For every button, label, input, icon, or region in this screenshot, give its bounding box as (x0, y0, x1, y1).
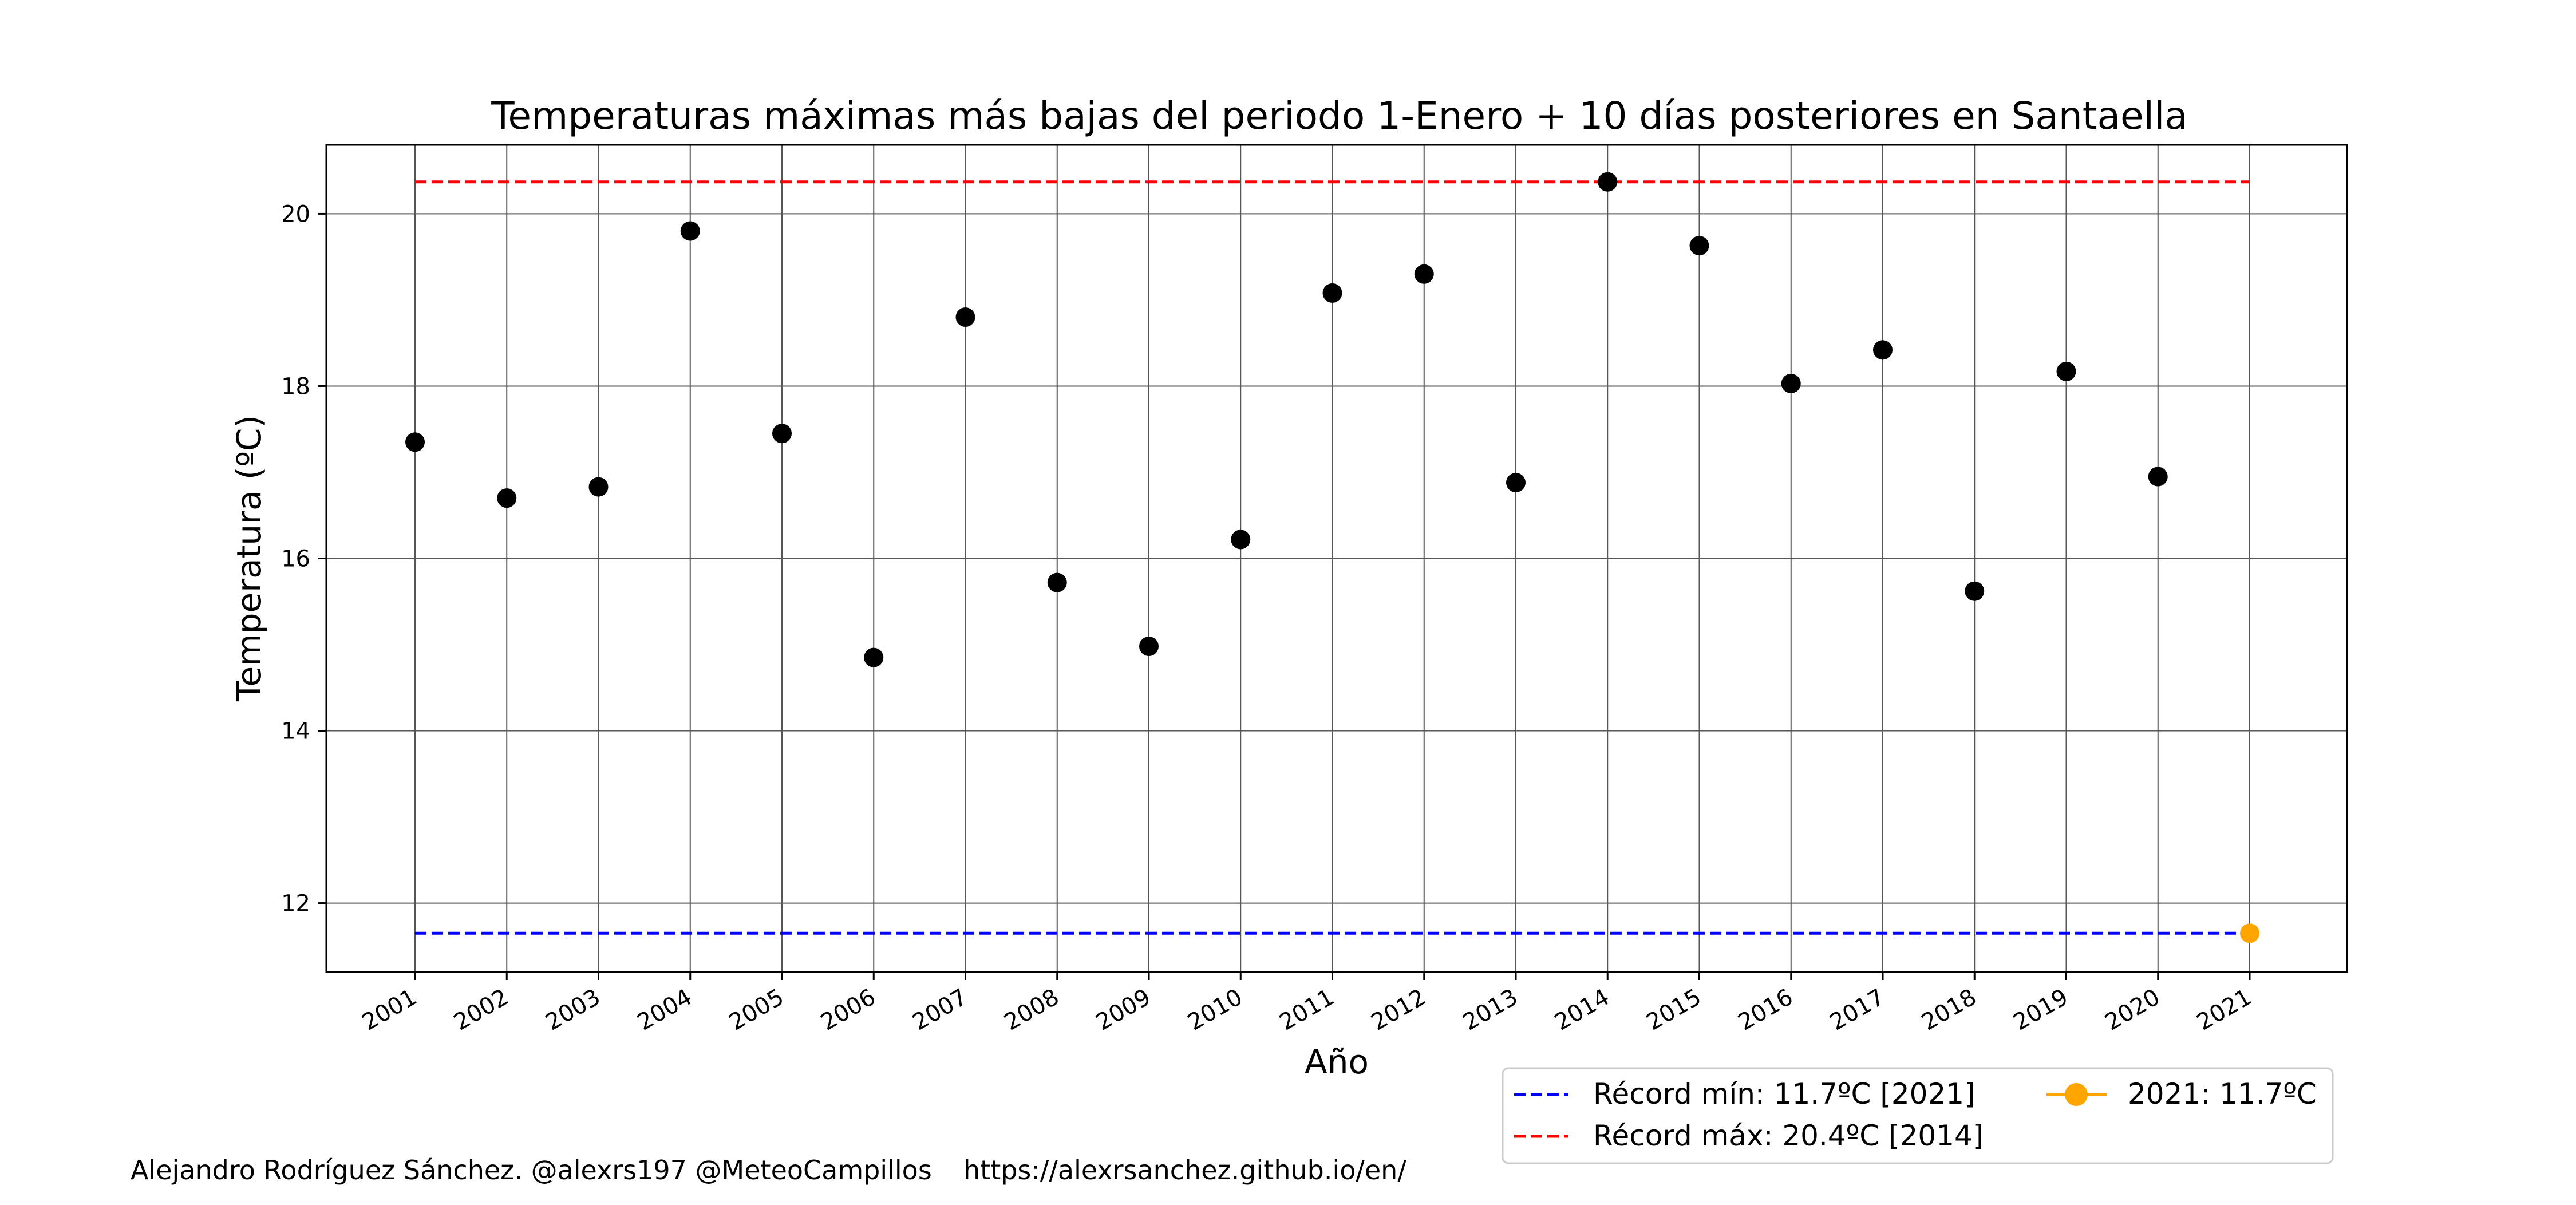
x-tick-label: 2017 (1826, 984, 1889, 1036)
x-tick-label: 2009 (1092, 984, 1155, 1036)
data-point (2056, 361, 2076, 381)
data-point (864, 647, 884, 667)
reference-lines (415, 180, 2250, 935)
x-tick-label: 2011 (1275, 984, 1338, 1036)
data-point (1598, 172, 1618, 192)
y-axis-label: Temperatura (ºC) (230, 415, 268, 702)
legend-current-year-marker (2065, 1083, 2088, 1106)
x-tick-label: 2016 (1734, 984, 1797, 1036)
footer-credit: Alejandro Rodríguez Sánchez. @alexrs197 … (131, 1155, 932, 1186)
footer-url: https://alexrsanchez.github.io/en/ (963, 1155, 1406, 1186)
x-tick-label: 2005 (725, 984, 788, 1036)
y-tick-label: 16 (281, 546, 310, 572)
data-point (405, 432, 425, 452)
data-point (1047, 572, 1067, 592)
x-tick-label: 2018 (1917, 984, 1981, 1036)
x-tick-label: 2014 (1550, 984, 1614, 1036)
x-tick-label: 2010 (1183, 984, 1247, 1036)
data-point (497, 488, 517, 508)
x-tick-label: 2013 (1459, 984, 1522, 1036)
x-tick-label: 2007 (908, 984, 971, 1036)
data-point (1139, 637, 1159, 657)
legend-record-min-label: Récord mín: 11.7ºC [2021] (1593, 1077, 1976, 1111)
data-point (588, 477, 609, 497)
data-point (955, 307, 975, 327)
legend-current-year-label: 2021: 11.7ºC (2128, 1077, 2317, 1111)
legend-record-max-label: Récord máx: 20.4ºC [2014] (1593, 1119, 1984, 1152)
data-point (772, 424, 792, 444)
data-point (1965, 581, 1985, 601)
x-tick-label: 2002 (449, 984, 513, 1036)
data-point (1873, 340, 1893, 360)
x-tick-label: 2006 (816, 984, 880, 1036)
x-tick-label: 2008 (1000, 984, 1064, 1036)
data-point (1414, 264, 1434, 284)
data-point (1322, 283, 1342, 303)
data-point (680, 221, 700, 241)
data-point (1506, 473, 1526, 493)
chart-title: Temperaturas máximas más bajas del perio… (491, 94, 2188, 138)
x-tick-label: 2020 (2101, 984, 2164, 1036)
y-tick-label: 14 (281, 718, 310, 745)
data-point (1231, 530, 1251, 550)
x-tick-label: 2015 (1642, 984, 1705, 1036)
current-year-point (2240, 923, 2259, 943)
y-tick-label: 18 (281, 373, 310, 400)
legend: Récord mín: 11.7ºC [2021] Récord máx: 20… (1502, 1067, 2334, 1164)
x-axis-ticks: 2001 2002 2003 2004 2005 2006 2007 2008 2009 2010… (358, 972, 2256, 1036)
x-tick-label: 2012 (1367, 984, 1431, 1036)
x-tick-label: 2003 (541, 984, 605, 1036)
y-tick-label: 20 (281, 201, 310, 227)
x-tick-label: 2021 (2192, 984, 2256, 1036)
data-point (2148, 467, 2168, 487)
y-tick-label: 12 (281, 891, 310, 917)
x-axis-label: Año (1305, 1042, 1369, 1081)
grid-layer (326, 145, 2347, 972)
x-tick-label: 2019 (2009, 984, 2072, 1036)
x-tick-label: 2004 (633, 984, 697, 1036)
data-point (1781, 373, 1801, 393)
legend-box (1502, 1067, 2334, 1164)
data-points (405, 172, 2259, 943)
data-point (1689, 236, 1709, 256)
x-tick-label: 2001 (358, 984, 421, 1036)
y-axis-ticks: 12 14 16 18 20 (281, 201, 326, 917)
